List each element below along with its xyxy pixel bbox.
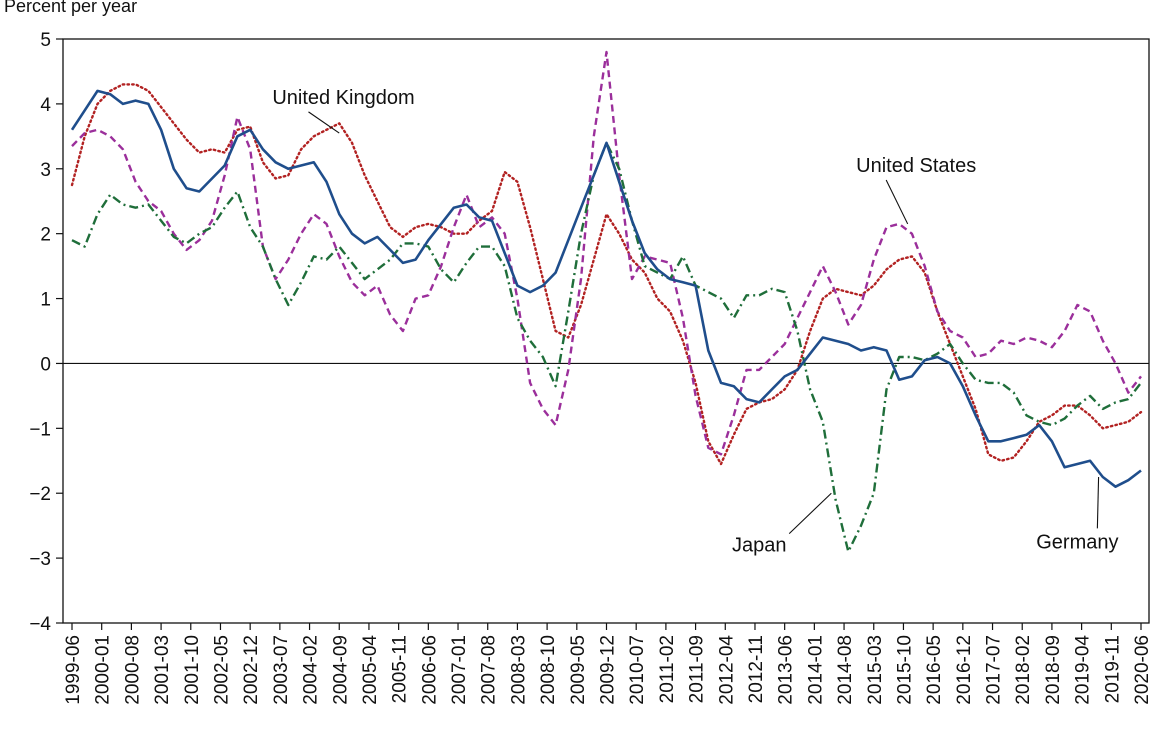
x-tick-label: 2015-03: [865, 635, 886, 705]
x-axis: 1999-06 2000-01 2000-08 2001-03 2001-10 2002-…: [63, 623, 1153, 705]
series-pointer-united-kingdom: [308, 111, 340, 134]
series-labels: Germany United Kingdom United States Japan: [272, 87, 1118, 557]
y-tick-label: 5: [40, 30, 51, 51]
x-tick-label: 2018-02: [1013, 635, 1034, 705]
x-tick-label: 2016-12: [954, 635, 975, 705]
x-tick-label: 2008-10: [538, 635, 559, 705]
x-tick-label: 2004-09: [330, 635, 351, 705]
y-tick-label: 0: [40, 354, 51, 375]
x-tick-label: 2004-02: [301, 635, 322, 705]
series-pointer-united-states: [885, 179, 909, 225]
x-tick-label: 2002-12: [241, 635, 262, 705]
x-tick-label: 2001-03: [152, 635, 173, 705]
x-tick-label: 2014-08: [835, 635, 856, 705]
x-tick-label: 2018-09: [1043, 635, 1064, 705]
x-tick-label: 2017-07: [984, 635, 1005, 705]
series-label-united-kingdom: United Kingdom: [272, 87, 414, 109]
x-tick-label: 2012-11: [746, 635, 767, 703]
y-tick-label: 3: [40, 160, 51, 181]
x-tick-label: 2010-07: [627, 635, 648, 705]
x-tick-label: 2015-10: [894, 635, 915, 705]
plot-frame: [62, 38, 1150, 624]
x-tick-label: 2009-05: [568, 635, 589, 705]
x-tick-label: 2013-06: [776, 635, 797, 705]
y-tick-label: −3: [29, 549, 51, 570]
series-line-germany: [70, 89, 1142, 488]
x-tick-label: 2012-04: [716, 635, 737, 705]
y-tick-label: −1: [29, 419, 51, 440]
x-tick-label: 2019-04: [1073, 635, 1094, 705]
x-tick-label: 2005-04: [360, 635, 381, 705]
series-pointer-japan: [788, 492, 832, 535]
x-tick-label: 1999-06: [63, 635, 84, 705]
y-unit-label: Percent per year: [4, 0, 137, 16]
x-tick-label: 2000-01: [93, 635, 114, 705]
y-tick-label: 4: [40, 95, 51, 116]
series-pointer-germany: [1096, 476, 1100, 529]
series-label-japan: Japan: [732, 535, 787, 557]
series-line-japan: [71, 141, 1142, 553]
y-tick-label: −4: [29, 614, 51, 635]
x-tick-label: 2006-06: [419, 635, 440, 705]
x-tick-label: 2002-05: [211, 635, 232, 705]
x-tick-label: 2020-06: [1132, 635, 1153, 705]
series-layer: [70, 50, 1143, 553]
x-tick-label: 2003-07: [271, 635, 292, 705]
x-tick-label: 2009-12: [598, 635, 619, 705]
series-label-united-states: United States: [856, 155, 976, 177]
series-line-united-kingdom: [70, 83, 1143, 466]
x-tick-label: 2019-11: [1102, 635, 1123, 703]
y-axis: 5 4 3 2 1 0 −1 −2 −3 −4: [29, 30, 63, 635]
y-tick-label: 2: [40, 225, 51, 246]
x-tick-label: 2011-02: [657, 635, 678, 703]
y-tick-label: 1: [40, 290, 51, 311]
x-tick-label: 2001-10: [182, 635, 203, 705]
x-tick-label: 2007-01: [449, 635, 470, 705]
x-tick-label: 2005-11: [390, 635, 411, 703]
x-tick-label: 2007-08: [479, 635, 500, 705]
series-label-germany: Germany: [1036, 531, 1118, 553]
y-tick-label: −2: [29, 484, 51, 505]
x-tick-label: 2014-01: [805, 635, 826, 705]
x-tick-label: 2011-09: [687, 635, 708, 703]
x-tick-label: 2016-05: [924, 635, 945, 705]
x-tick-label: 2008-03: [508, 635, 529, 705]
series-line-united-states: [71, 50, 1142, 456]
x-tick-label: 2000-08: [122, 635, 143, 705]
